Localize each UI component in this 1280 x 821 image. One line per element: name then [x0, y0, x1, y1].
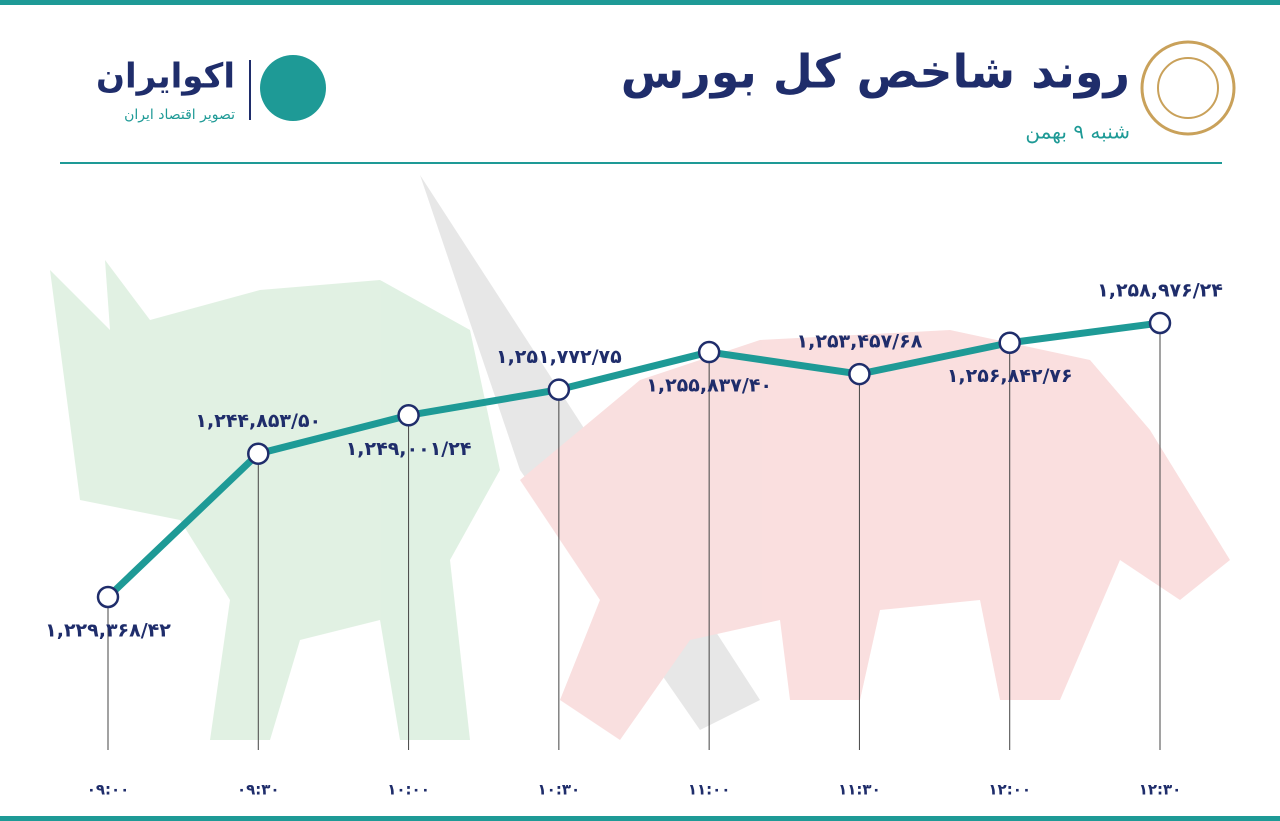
value-label: ۱,۲۵۳,۴۵۷/۶۸ — [797, 331, 923, 353]
value-label: ۱,۲۵۱,۷۷۲/۷۵ — [496, 346, 622, 368]
value-label: ۱,۲۴۹,۰۰۱/۲۴ — [346, 438, 472, 460]
value-label: ۱,۲۴۴,۸۵۳/۵۰ — [195, 410, 321, 432]
x-tick-label: ۱۱:۰۰ — [688, 781, 731, 799]
title: روند شاخص کل بورس — [621, 45, 1130, 99]
x-tick-label: ۱۰:۳۰ — [538, 781, 581, 799]
value-label: ۱,۲۵۵,۸۳۷/۴۰ — [646, 375, 772, 397]
point — [998, 331, 1021, 354]
subtitle: شنبه ۹ بهمن — [1025, 120, 1130, 144]
point — [397, 404, 420, 427]
exchange-logo-inner — [1157, 57, 1219, 119]
point — [697, 340, 721, 364]
point — [247, 442, 270, 465]
index-line — [105, 319, 1161, 600]
exchange-logo — [1140, 40, 1236, 136]
x-tick-label: ۱۲:۰۰ — [988, 781, 1031, 799]
x-tick-label: ۱۰:۰۰ — [387, 781, 430, 799]
x-tick-label: ۱۲:۳۰ — [1139, 781, 1182, 799]
x-tick-label: ۰۹:۳۰ — [237, 781, 280, 799]
point — [848, 362, 871, 386]
value-label: ۱,۲۲۹,۳۶۸/۴۲ — [45, 620, 171, 642]
brand-name: اکوایران — [96, 57, 235, 97]
brand-logo — [260, 55, 326, 121]
point — [547, 378, 571, 401]
point — [96, 585, 120, 609]
brand-tagline: تصویر اقتصاد ایران — [124, 107, 235, 123]
value-label: ۱,۲۵۶,۸۴۲/۷۶ — [947, 365, 1073, 387]
point — [1148, 311, 1172, 335]
background-art — [50, 175, 1230, 740]
value-label: ۱,۲۵۸,۹۷۶/۲۴ — [1097, 280, 1223, 302]
bottom-border — [0, 816, 1280, 821]
x-tick-label: ۱۱:۳۰ — [838, 781, 881, 799]
top-border — [0, 0, 1280, 5]
x-tick-label: ۰۹:۰۰ — [87, 781, 130, 799]
